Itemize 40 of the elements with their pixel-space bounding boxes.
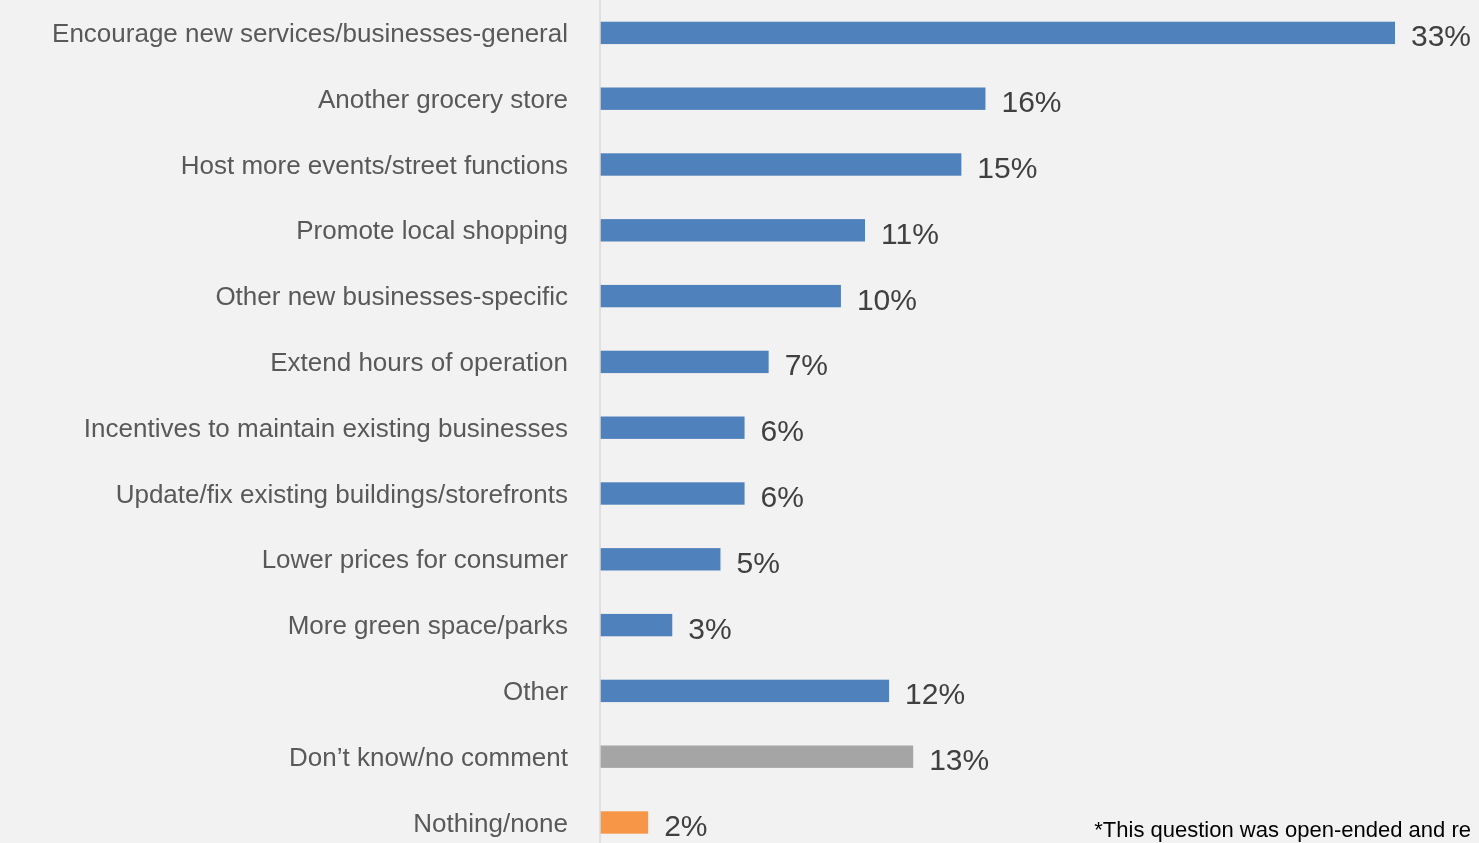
y-tick-label: Don’t know/no comment [289, 741, 569, 772]
data-label: 15% [977, 151, 1038, 184]
y-tick-label: Other [502, 675, 569, 706]
data-label: 5% [736, 545, 780, 579]
data-label: 6% [760, 480, 804, 513]
y-tick-label: Incentives to maintain existing businesses [83, 412, 568, 443]
data-label: 2% [664, 809, 708, 842]
data-label: 11% [881, 216, 939, 250]
bar [600, 87, 986, 110]
data-label: 6% [760, 414, 804, 448]
y-tick-label: Extend hours of operation [270, 346, 568, 377]
data-label: 10% [856, 282, 917, 316]
bar [600, 548, 721, 571]
y-tick-label: Other new businesses-specific [215, 281, 568, 312]
data-label: 16% [1001, 85, 1062, 119]
data-label: 7% [784, 348, 828, 382]
y-tick-label: Encourage new services/businesses-general [52, 17, 568, 48]
bar [600, 482, 745, 505]
bar [600, 416, 745, 439]
data-label: 12% [905, 677, 966, 711]
y-tick-label: More green space/parks [287, 610, 568, 641]
bar [600, 811, 649, 834]
bar [600, 153, 962, 176]
bar [600, 679, 890, 703]
y-tick-label: Promote local shopping [296, 215, 568, 246]
bar [600, 219, 865, 242]
y-tick-label: Another grocery store [317, 83, 568, 114]
y-tick-label: Update/fix existing buildings/storefronts [115, 478, 568, 509]
bar [600, 745, 914, 768]
bar [600, 21, 1395, 45]
bar [600, 350, 769, 374]
data-label: 3% [688, 611, 732, 645]
bar [600, 284, 841, 308]
bar [600, 613, 673, 637]
data-label: 13% [929, 743, 990, 777]
data-label: 33% [1411, 19, 1472, 53]
y-tick-label: Nothing/none [413, 807, 568, 838]
y-tick-label: Lower prices for consumer [261, 544, 569, 575]
y-tick-label: Host more events/street functions [180, 149, 568, 180]
annotation: *This question was open-ended and re [1094, 817, 1471, 842]
